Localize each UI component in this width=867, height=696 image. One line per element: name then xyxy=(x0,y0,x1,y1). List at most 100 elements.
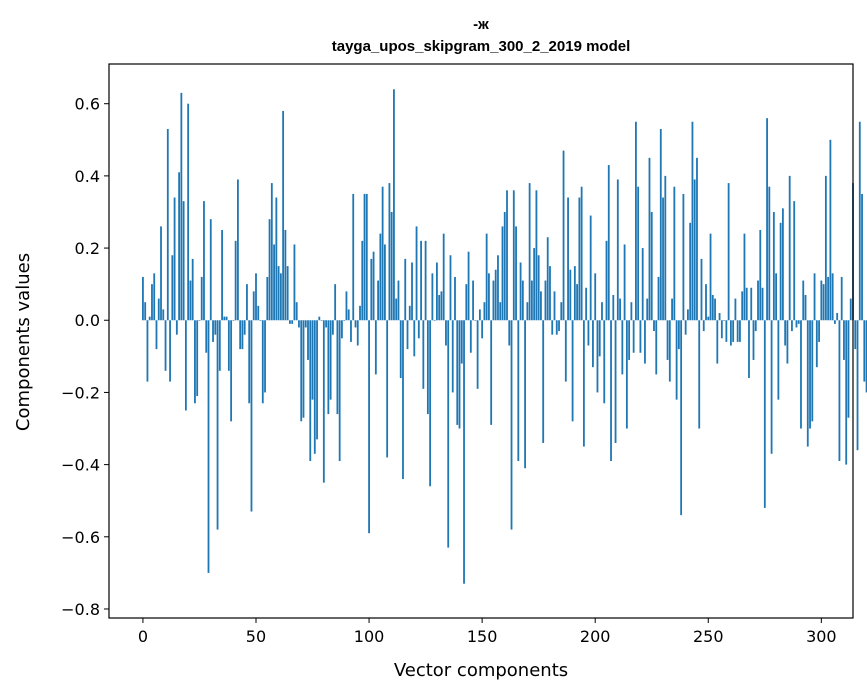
bar-4 xyxy=(151,284,153,321)
bar-89 xyxy=(343,320,346,321)
bar-8 xyxy=(160,226,162,321)
bar-230 xyxy=(662,197,664,321)
bar-255 xyxy=(718,313,721,321)
bar-11 xyxy=(166,128,169,321)
bar-245 xyxy=(696,157,698,321)
bar-236 xyxy=(675,320,678,400)
bar-149 xyxy=(478,309,481,321)
bar-140 xyxy=(458,320,461,429)
bar-171 xyxy=(528,183,531,321)
bar-83 xyxy=(329,320,332,400)
bar-154 xyxy=(490,320,493,425)
bar-257 xyxy=(723,320,726,321)
bar-315 xyxy=(854,320,857,350)
bar-228 xyxy=(657,276,660,321)
bar-69 xyxy=(298,320,300,328)
bar-198 xyxy=(589,215,592,321)
bar-241 xyxy=(687,309,689,321)
bar-51 xyxy=(257,305,260,321)
bar-61 xyxy=(279,273,282,321)
bar-127 xyxy=(429,320,432,487)
bar-74 xyxy=(309,320,312,462)
x-axis-label: Vector components xyxy=(394,660,568,681)
bar-219 xyxy=(637,186,640,321)
bar-95 xyxy=(356,320,359,346)
bar-100 xyxy=(368,320,370,534)
bar-177 xyxy=(542,320,545,443)
bar-73 xyxy=(307,320,309,360)
bar-99 xyxy=(365,193,368,321)
x-tick-label: 150 xyxy=(467,627,498,646)
bar-13 xyxy=(171,255,174,321)
bar-22 xyxy=(191,258,194,321)
bar-57 xyxy=(270,183,273,321)
bar-210 xyxy=(616,179,619,321)
bar-47 xyxy=(248,320,251,404)
bar-164 xyxy=(512,190,515,321)
bar-58 xyxy=(273,244,275,321)
x-tick-label: 250 xyxy=(693,627,724,646)
bar-139 xyxy=(456,320,459,425)
bar-137 xyxy=(451,320,454,393)
bar-23 xyxy=(194,320,196,404)
bar-157 xyxy=(497,255,499,321)
bar-277 xyxy=(768,186,771,321)
bar-189 xyxy=(569,269,572,321)
bar-190 xyxy=(571,320,574,422)
bar-78 xyxy=(318,316,321,321)
bar-201 xyxy=(596,320,599,393)
bar-196 xyxy=(585,287,588,321)
bar-206 xyxy=(607,165,610,321)
bar-14 xyxy=(173,197,176,321)
bar-150 xyxy=(481,320,484,339)
bar-146 xyxy=(472,280,474,321)
bar-84 xyxy=(331,320,334,335)
bar-320 xyxy=(865,320,867,393)
bar-115 xyxy=(402,320,404,480)
bar-289 xyxy=(795,320,798,328)
bar-261 xyxy=(732,320,735,342)
bar-195 xyxy=(582,320,585,447)
bar-207 xyxy=(610,320,612,462)
bar-271 xyxy=(754,320,757,332)
bar-191 xyxy=(573,266,576,321)
bar-243 xyxy=(691,121,694,321)
bar-145 xyxy=(469,320,472,353)
bar-187 xyxy=(564,320,567,382)
bar-31 xyxy=(212,320,214,342)
bar-122 xyxy=(417,320,420,339)
bar-21 xyxy=(189,280,192,321)
bar-275 xyxy=(763,320,766,508)
bar-136 xyxy=(449,255,452,321)
bar-249 xyxy=(705,284,707,321)
bar-52 xyxy=(259,320,262,321)
bar-92 xyxy=(350,320,352,342)
bar-93 xyxy=(352,193,355,321)
bar-254 xyxy=(716,320,719,364)
bar-148 xyxy=(476,320,479,389)
bar-268 xyxy=(748,320,750,378)
bar-258 xyxy=(725,320,728,342)
bar-222 xyxy=(644,320,646,364)
bar-34 xyxy=(218,320,221,371)
bar-309 xyxy=(840,276,843,321)
bar-106 xyxy=(381,186,384,321)
bar-224 xyxy=(648,157,651,321)
bar-94 xyxy=(354,320,357,328)
bar-175 xyxy=(537,255,540,321)
bar-33 xyxy=(216,320,219,530)
bar-90 xyxy=(345,291,348,321)
bar-79 xyxy=(320,320,323,321)
bar-303 xyxy=(827,276,830,321)
bar-147 xyxy=(474,320,477,321)
y-tick-label: −0.4 xyxy=(61,456,100,475)
bar-264 xyxy=(739,320,741,342)
bar-104 xyxy=(377,280,380,321)
bar-153 xyxy=(488,273,490,321)
bar-109 xyxy=(388,183,391,321)
bar-138 xyxy=(454,276,456,321)
bar-142 xyxy=(463,320,465,584)
bar-300 xyxy=(820,280,823,321)
bar-141 xyxy=(460,320,463,364)
y-tick-label: 0.0 xyxy=(75,311,100,330)
